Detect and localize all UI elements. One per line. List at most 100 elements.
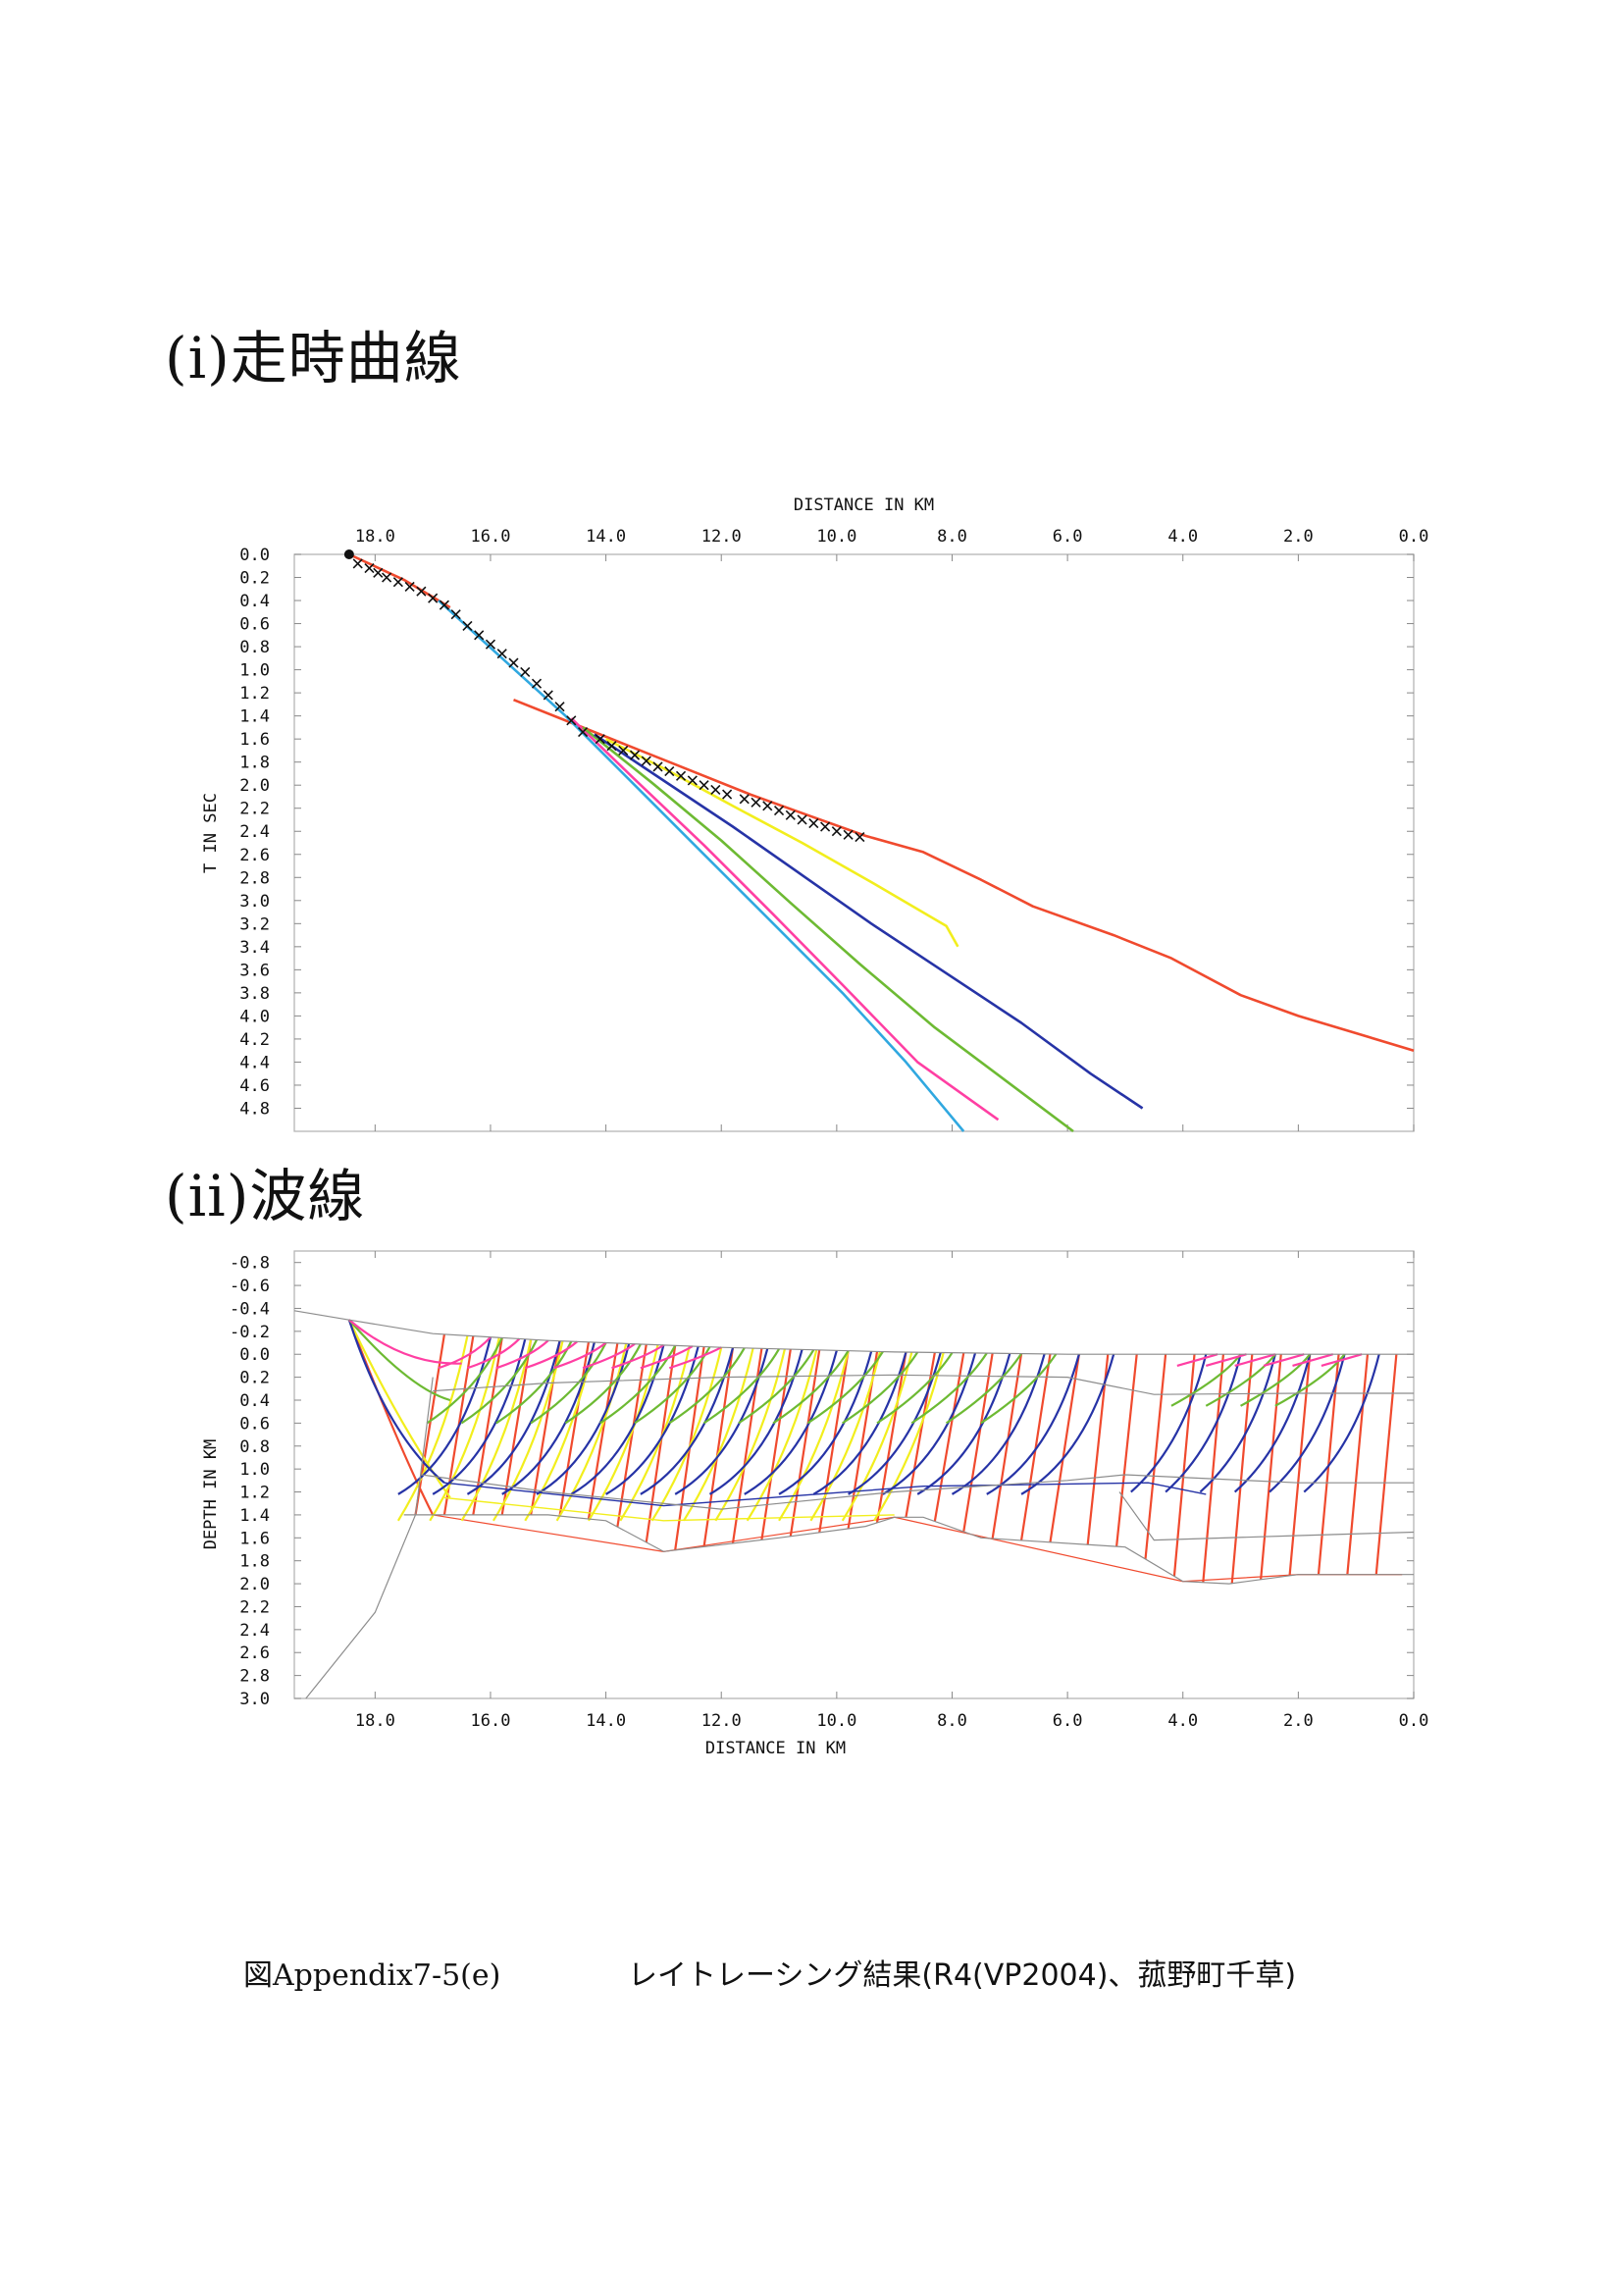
- y-tick-label: 1.2: [239, 684, 270, 704]
- observed-pick: [428, 593, 439, 603]
- y-tick-label: 1.2: [239, 1484, 270, 1503]
- observed-pick: [474, 630, 485, 641]
- observed-pick: [762, 801, 773, 811]
- observed-pick: [722, 789, 733, 800]
- ray-path-green: [348, 1319, 451, 1402]
- ray-path-red: [1230, 1354, 1254, 1584]
- ray-path-blue: [536, 1343, 631, 1495]
- observed-pick: [416, 586, 427, 597]
- y-tick-label: 3.0: [239, 892, 270, 912]
- travel-time-curve-6: [594, 733, 1144, 1110]
- x-tick-label: 6.0: [1053, 1711, 1083, 1731]
- y-tick-label: 0.2: [239, 569, 270, 589]
- observed-pick: [373, 567, 384, 578]
- ray-path-red: [933, 1352, 965, 1522]
- ray-path-pink: [1321, 1353, 1363, 1367]
- y-tick-label: 2.4: [239, 822, 270, 842]
- ray-path-green: [495, 1340, 573, 1425]
- observed-pick: [566, 715, 577, 726]
- model-boundary-layer-4: [403, 1514, 1414, 1585]
- ray-path-red: [414, 1333, 446, 1516]
- ray-path-yellow: [588, 1344, 659, 1522]
- shot-point-marker: [343, 549, 354, 559]
- observed-pick: [831, 826, 842, 837]
- observed-pick: [687, 775, 698, 786]
- ray-path-pink: [640, 1345, 694, 1370]
- ray-path-red: [1288, 1354, 1312, 1576]
- ray-path-red: [702, 1347, 735, 1547]
- ray-paths-heading: (ii)波線: [165, 1163, 366, 1229]
- travel-time-curve-4: [570, 717, 1000, 1122]
- x-tick-label: 2.0: [1283, 1711, 1314, 1731]
- ray-path-green: [460, 1339, 539, 1425]
- observed-pick: [618, 745, 629, 756]
- ray-path-blue: [1303, 1353, 1380, 1493]
- y-tick-label: 0.4: [239, 592, 270, 611]
- ray-path-pink: [1234, 1353, 1276, 1367]
- y-tick-label: 4.2: [239, 1030, 270, 1050]
- observed-pick: [652, 761, 663, 772]
- ray-path-green: [599, 1344, 677, 1425]
- y-tick-label: 3.2: [239, 914, 270, 934]
- y-tick-label: 3.0: [239, 1690, 270, 1709]
- x-tick-label: 10.0: [816, 527, 856, 547]
- y-tick-label: 2.8: [239, 1667, 270, 1687]
- observed-pick: [629, 750, 641, 760]
- ray-path-red: [991, 1353, 1023, 1539]
- ray-path-yellow: [873, 1352, 945, 1522]
- observed-pick: [797, 814, 807, 825]
- observed-pick: [531, 678, 543, 689]
- ray-path-pink: [1176, 1353, 1218, 1367]
- ray-path-green: [702, 1348, 780, 1425]
- ray-path-red: [1346, 1354, 1370, 1575]
- ray-path-blue: [397, 1336, 492, 1495]
- x-tick-label: 0.0: [1399, 1711, 1429, 1731]
- y-tick-label: 1.0: [239, 1460, 270, 1480]
- ray-path-red: [558, 1341, 591, 1517]
- observed-pick: [641, 756, 651, 766]
- x-tick-label: 4.0: [1167, 1711, 1198, 1731]
- y-axis-label: DEPTH IN KM: [201, 1439, 221, 1550]
- observed-pick: [554, 702, 565, 712]
- ray-path-red: [1374, 1354, 1398, 1575]
- y-tick-label: -0.8: [230, 1254, 270, 1274]
- observed-pick: [751, 797, 761, 808]
- y-tick-label: 1.4: [239, 707, 270, 727]
- ray-path-red: [1260, 1354, 1282, 1580]
- ray-path-green: [564, 1343, 642, 1425]
- observed-pick: [843, 829, 854, 840]
- x-tick-label: 2.0: [1283, 527, 1314, 547]
- ray-path-blue: [443, 1482, 1207, 1507]
- x-tick-label: 16.0: [470, 527, 510, 547]
- ray-path-yellow: [460, 1338, 533, 1522]
- y-tick-label: 0.2: [239, 1369, 270, 1388]
- y-tick-label: 2.2: [239, 1597, 270, 1617]
- model-boundary-layer-2: [433, 1374, 1414, 1395]
- y-tick-label: 3.4: [239, 938, 270, 958]
- ray-path-red: [587, 1342, 619, 1520]
- model-boundary-basement-edge: [305, 1377, 434, 1699]
- observed-pick: [710, 784, 721, 795]
- ray-path-red: [433, 1514, 1403, 1583]
- ray-path-green: [426, 1336, 503, 1425]
- ray-path-green: [738, 1349, 815, 1425]
- ray-path-green: [668, 1347, 746, 1425]
- y-tick-label: 1.8: [239, 1552, 270, 1572]
- ray-path-yellow: [650, 1346, 723, 1522]
- y-tick-label: 3.6: [239, 961, 270, 980]
- x-tick-label: 14.0: [586, 1711, 626, 1731]
- model-boundary-surface: [293, 1310, 1414, 1355]
- ray-path-green: [1170, 1353, 1242, 1407]
- ray-path-chart: 18.0 16.0 14.0 12.0 10.0 8.0 6.0 4.0 2.0 0.0 -0.8 -…: [201, 1250, 1429, 1758]
- ray-path-red: [1049, 1354, 1080, 1542]
- ray-path-yellow: [429, 1336, 500, 1522]
- observed-pick: [382, 572, 392, 583]
- y-tick-label: 0.8: [239, 638, 270, 657]
- ray-path-pink: [1263, 1353, 1305, 1367]
- ray-path-green: [772, 1350, 850, 1425]
- ray-path-red: [760, 1348, 792, 1540]
- figure-id: 図Appendix7-5(e): [243, 1958, 501, 1993]
- observed-pick: [392, 577, 403, 588]
- y-tick-label: 4.0: [239, 1007, 270, 1026]
- ray-path-blue: [432, 1338, 527, 1495]
